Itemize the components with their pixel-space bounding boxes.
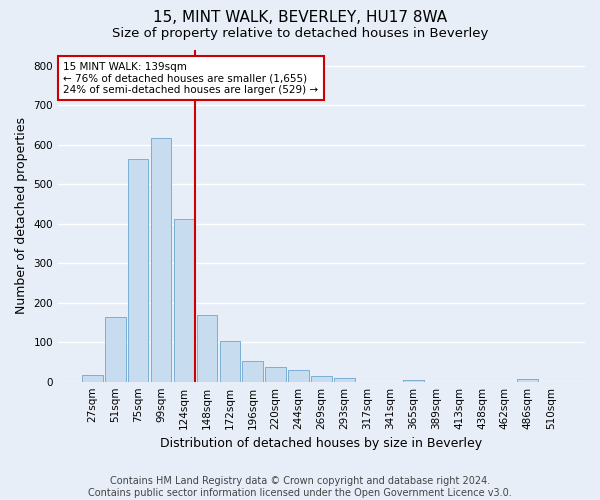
Bar bbox=[220, 341, 240, 382]
Bar bbox=[82, 374, 103, 382]
Text: Size of property relative to detached houses in Beverley: Size of property relative to detached ho… bbox=[112, 28, 488, 40]
Bar bbox=[403, 380, 424, 382]
Text: 15, MINT WALK, BEVERLEY, HU17 8WA: 15, MINT WALK, BEVERLEY, HU17 8WA bbox=[153, 10, 447, 25]
Bar bbox=[265, 366, 286, 382]
Bar bbox=[128, 160, 148, 382]
Y-axis label: Number of detached properties: Number of detached properties bbox=[15, 118, 28, 314]
Bar bbox=[173, 218, 194, 382]
Bar bbox=[334, 378, 355, 382]
Bar bbox=[311, 376, 332, 382]
X-axis label: Distribution of detached houses by size in Beverley: Distribution of detached houses by size … bbox=[160, 437, 482, 450]
Bar bbox=[197, 314, 217, 382]
Bar bbox=[105, 318, 125, 382]
Bar bbox=[151, 138, 172, 382]
Text: 15 MINT WALK: 139sqm
← 76% of detached houses are smaller (1,655)
24% of semi-de: 15 MINT WALK: 139sqm ← 76% of detached h… bbox=[64, 62, 319, 95]
Text: Contains HM Land Registry data © Crown copyright and database right 2024.
Contai: Contains HM Land Registry data © Crown c… bbox=[88, 476, 512, 498]
Bar bbox=[517, 379, 538, 382]
Bar bbox=[242, 361, 263, 382]
Bar bbox=[288, 370, 309, 382]
